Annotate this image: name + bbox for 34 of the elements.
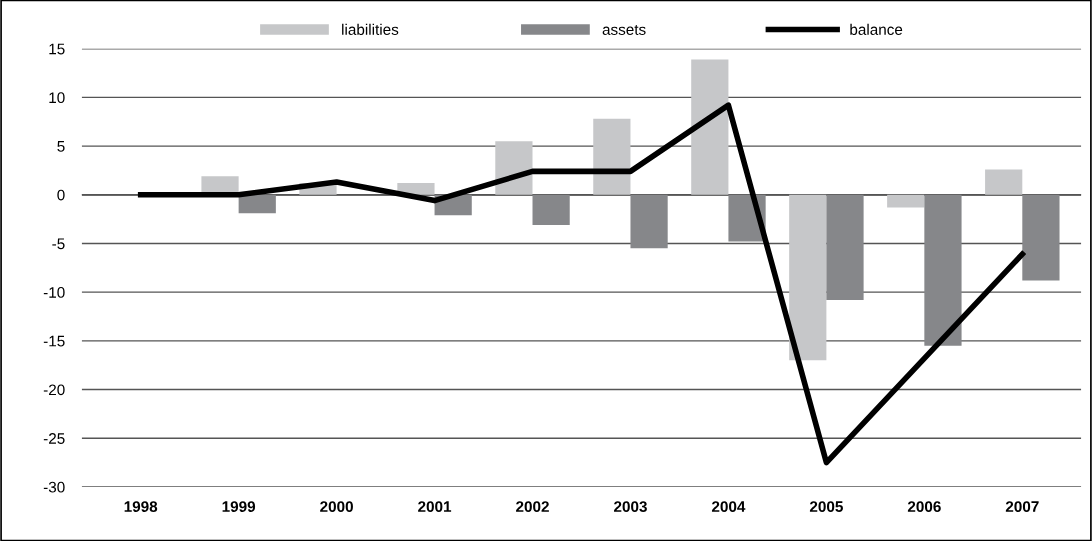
bar bbox=[691, 59, 729, 195]
x-tick-label: 2007 bbox=[1005, 501, 1039, 513]
y-tick-label: -20 bbox=[43, 384, 65, 396]
bar bbox=[1022, 194, 1060, 281]
bar bbox=[532, 194, 570, 225]
y-tick-label: 10 bbox=[49, 92, 65, 104]
x-tick-label: 2003 bbox=[614, 501, 647, 513]
y-tick-label: -5 bbox=[52, 238, 65, 250]
bar bbox=[238, 194, 276, 214]
y-tick-label: -10 bbox=[43, 287, 65, 298]
bar bbox=[593, 118, 631, 195]
y-tick-label: -25 bbox=[43, 433, 65, 444]
bar bbox=[789, 194, 827, 361]
y-tick-label: -30 bbox=[43, 481, 65, 493]
x-tick-label: 2004 bbox=[711, 501, 746, 513]
x-tick-label: 2002 bbox=[516, 501, 549, 513]
bar bbox=[826, 194, 864, 300]
x-tick-label: 2000 bbox=[320, 501, 353, 513]
bar bbox=[630, 194, 668, 249]
y-tick-label: 5 bbox=[57, 141, 65, 152]
x-tick-label: 2005 bbox=[809, 501, 843, 513]
bar bbox=[985, 169, 1023, 195]
y-tick-label: -15 bbox=[43, 335, 65, 347]
legend-label: balance bbox=[850, 23, 903, 35]
legend-label: liabilities bbox=[342, 23, 399, 35]
legend-label: assets bbox=[602, 24, 646, 35]
y-tick-label: 0 bbox=[57, 189, 65, 201]
x-tick-label: 1998 bbox=[124, 501, 158, 513]
x-tick-label: 1999 bbox=[222, 501, 256, 513]
bar bbox=[887, 194, 925, 208]
bar bbox=[924, 194, 962, 346]
x-tick-label: 2006 bbox=[907, 501, 941, 513]
y-tick-label: 15 bbox=[49, 43, 65, 55]
x-tick-label: 2001 bbox=[418, 501, 452, 513]
